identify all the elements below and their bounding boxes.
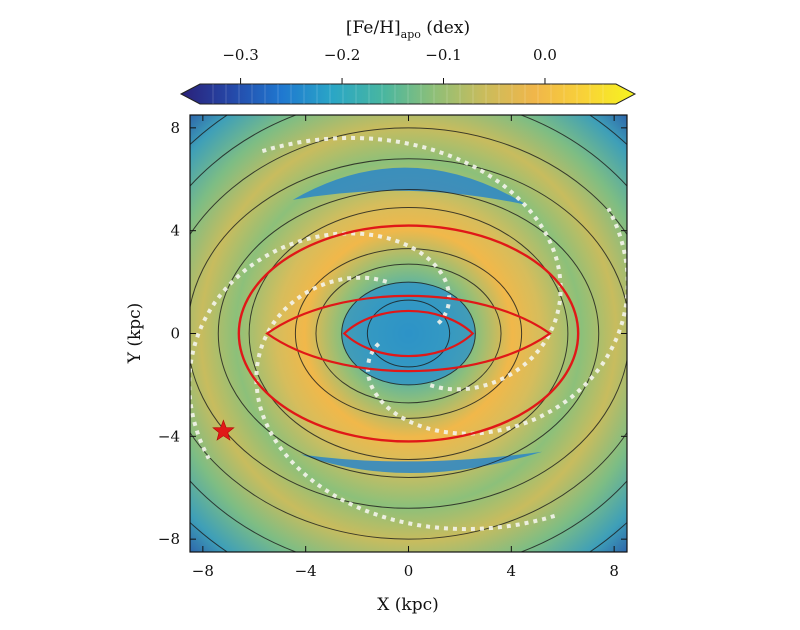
contour-lines bbox=[190, 115, 627, 552]
spiral-arm bbox=[365, 207, 627, 436]
contour-line bbox=[217, 189, 600, 478]
x-tick-label: −4 bbox=[295, 562, 317, 580]
red-lens-inner bbox=[342, 309, 475, 358]
colorbar-tick-label: −0.3 bbox=[222, 46, 258, 64]
y-axis-ticks: 8 4 0 −4 −8 bbox=[158, 119, 627, 548]
y-tick-label: 8 bbox=[170, 119, 180, 137]
red-overlay bbox=[237, 224, 580, 443]
red-outer-ring bbox=[237, 224, 580, 443]
y-tick-label: −4 bbox=[158, 427, 180, 445]
spiral-arms bbox=[190, 135, 627, 532]
x-tick-label: −8 bbox=[192, 562, 214, 580]
red-lens-outer bbox=[265, 294, 552, 373]
x-axis-label: X (kpc) bbox=[377, 595, 438, 615]
contour-line bbox=[366, 299, 451, 368]
colorbar-label-unit: (dex) bbox=[421, 18, 470, 38]
colorbar-bar bbox=[179, 83, 637, 105]
colorbar-label-sub: apo bbox=[401, 28, 422, 41]
y-axis-label: Y (kpc) bbox=[125, 303, 145, 365]
sun-marker bbox=[212, 419, 235, 441]
x-tick-label: 8 bbox=[609, 562, 619, 580]
plot-area bbox=[190, 115, 627, 552]
x-tick-label: 0 bbox=[404, 562, 414, 580]
central-low-region bbox=[341, 282, 476, 385]
contour-line bbox=[190, 127, 627, 540]
spiral-arm bbox=[190, 231, 452, 460]
sun-star-icon bbox=[212, 419, 235, 441]
y-tick-label: 0 bbox=[170, 325, 180, 343]
contour-line bbox=[341, 281, 476, 386]
colorbar-ticks: −0.3 −0.2 −0.1 0.0 bbox=[222, 46, 557, 84]
y-tick-label: 4 bbox=[170, 222, 180, 240]
low-metallicity-bands bbox=[292, 167, 543, 473]
y-tick-label: −8 bbox=[158, 530, 180, 548]
contour-line bbox=[315, 263, 502, 404]
colorbar: [Fe/H]apo (dex) −0.3 −0.2 −0.1 0.0 bbox=[179, 18, 637, 105]
lower-low-band bbox=[300, 451, 543, 473]
x-axis-ticks: −8 −4 0 4 8 bbox=[192, 115, 619, 580]
colorbar-tick-label: −0.1 bbox=[425, 46, 461, 64]
colorbar-label: [Fe/H]apo (dex) bbox=[346, 18, 470, 41]
colorbar-tick-label: −0.2 bbox=[324, 46, 360, 64]
upper-low-band bbox=[292, 167, 527, 205]
colorbar-tick-label: 0.0 bbox=[533, 46, 557, 64]
contour-line bbox=[294, 248, 523, 419]
x-tick-label: 4 bbox=[507, 562, 517, 580]
contour-line bbox=[248, 207, 569, 460]
colorbar-label-main: [Fe/H] bbox=[346, 18, 401, 38]
colorbar-slices bbox=[212, 84, 604, 104]
contour-line bbox=[190, 158, 627, 509]
